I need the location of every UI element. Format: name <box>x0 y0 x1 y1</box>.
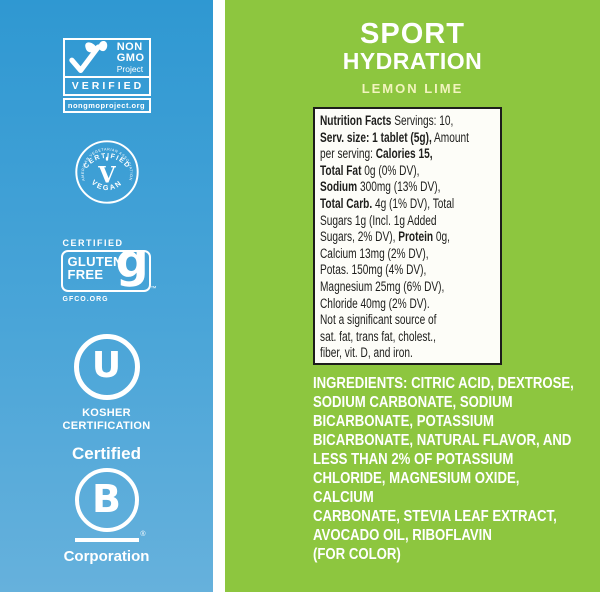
bcorp-certified-label: Certified <box>72 444 141 463</box>
nutrition-line: Calcium 13mg (2% DV), <box>320 246 500 263</box>
nutrition-segment: Total Carb. <box>320 195 373 211</box>
kosher-line1: KOSHER <box>82 407 131 419</box>
vegan-v-letter: V <box>97 163 116 189</box>
nutrition-segment: per serving: <box>320 146 376 162</box>
ingredient-line: BICARBONATE, NATURAL FLAVOR, AND <box>313 432 572 449</box>
nutrition-facts-text: Nutrition Facts Servings: 10, Serv. size:… <box>320 113 500 362</box>
nutrition-segment: Calories 15, <box>375 146 433 162</box>
non-gmo-box: NON GMO Project VERIFIED <box>62 38 151 96</box>
gluten-free-org-label: GFCO.ORG <box>62 296 109 303</box>
nutrition-line: per serving: Calories 15, <box>320 146 500 163</box>
nutrition-facts-box: Nutrition Facts Servings: 10, Serv. size:… <box>313 107 502 365</box>
ingredient-line: INGREDIENTS: CITRIC ACID, DEXTROSE, <box>313 375 574 392</box>
nutrition-segment: 300mg (13% DV), <box>357 179 441 195</box>
certified-vegan-seal-icon: CERTIFIED AMERICAN VEGETARIAN ASSOCIATIO… <box>74 140 139 204</box>
non-gmo-line2: GMO <box>116 52 145 64</box>
ingredient-line: AVOCADO OIL, RIBOFLAVIN <box>313 527 492 544</box>
non-gmo-line1: NON <box>116 41 143 53</box>
bcorp-registered-mark: ® <box>140 531 146 538</box>
nutrition-segment: Chloride 40mg (2% DV). <box>320 295 430 311</box>
non-gmo-url: nongmoproject.org <box>62 98 151 113</box>
kosher-u-circle-icon: U <box>73 334 140 400</box>
gluten-free-word2: FREE <box>67 267 104 282</box>
gluten-free-g-icon: g <box>115 234 149 288</box>
nutrition-segment: Nutrition Facts <box>320 113 395 128</box>
nutrition-segment: Magnesium 25mg (6% DV), <box>320 278 445 294</box>
ingredient-line: LESS THAN 2% OF POTASSIUM <box>313 451 514 468</box>
ingredient-line: CHLORIDE, MAGNESIUM OXIDE, CALCIUM <box>313 470 520 506</box>
nutrition-segment: fiber, vit. D, and iron. <box>320 345 413 361</box>
non-gmo-verified-badge: NON GMO Project VERIFIED nongmoproject.o… <box>0 38 213 113</box>
ingredient-line: BICARBONATE, POTASSIUM <box>313 413 495 430</box>
nutrition-segment: Potas. 150mg (4% DV), <box>320 262 427 278</box>
non-gmo-line3: Project <box>116 64 144 74</box>
non-gmo-verified-label: VERIFIED <box>64 76 149 94</box>
nutrition-segment: Calcium 13mg (2% DV), <box>320 245 429 261</box>
nutrition-segment: Protein <box>398 229 434 245</box>
nutrition-segment: Serv. size: 1 tablet (5g), <box>320 129 432 145</box>
nutrition-line: Nutrition Facts Servings: 10, <box>320 113 500 130</box>
nutrition-line: Potas. 150mg (4% DV), <box>320 262 500 279</box>
nutrition-line: Sodium 300mg (13% DV), <box>320 179 500 196</box>
certified-b-corporation-badge: Certified B ® Corporation <box>0 444 213 565</box>
nutrition-line: Sugars 1g (Incl. 1g Added <box>320 213 500 230</box>
nutrition-segment: Sugars, 2% DV), <box>320 229 399 245</box>
certified-vegan-badge: CERTIFIED AMERICAN VEGETARIAN ASSOCIATIO… <box>0 139 213 205</box>
bcorp-underline-bar: ® <box>74 531 146 542</box>
nutrition-line: Total Carb. 4g (1% DV), Total <box>320 196 500 213</box>
gluten-free-tm-mark: ™ <box>150 286 157 292</box>
ingredients-text: INGREDIENTS: CITRIC ACID, DEXTROSE, SODIU… <box>313 374 577 564</box>
ingredient-line: (FOR COLOR) <box>313 546 401 563</box>
nutrition-segment: sat. fat, trans fat, cholest., <box>320 328 436 344</box>
vegan-leaf-icon <box>105 156 108 161</box>
nutrition-segment: Amount <box>431 129 469 145</box>
product-info-panel: SPORT HYDRATION LEMON LIME Nutrition Fac… <box>225 0 600 592</box>
kosher-line2: CERTIFICATION <box>62 419 151 432</box>
gluten-free-word1: GLUTEN <box>67 254 123 269</box>
bcorp-b-letter: B <box>92 477 121 521</box>
gluten-free-certified-label: CERTIFIED <box>62 238 124 248</box>
gluten-free-box: GLUTEN FREE g ™ <box>60 238 157 292</box>
product-title-line2: HYDRATION <box>342 47 483 74</box>
bcorp-corporation-label: Corporation <box>63 548 150 565</box>
nutrition-segment: 0g (0% DV), <box>361 162 420 178</box>
nutrition-line: Total Fat 0g (0% DV), <box>320 163 500 180</box>
certifications-panel: NON GMO Project VERIFIED nongmoproject.o… <box>0 0 213 592</box>
nutrition-segment: Total Fat <box>320 162 362 178</box>
bcorp-b-circle-icon: B <box>74 468 139 532</box>
nutrition-segment: 4g (1% DV), Total <box>372 195 455 211</box>
nutrition-segment: Not a significant source of <box>320 312 437 328</box>
nutrition-line: sat. fat, trans fat, cholest., <box>320 329 500 346</box>
nutrition-line: Serv. size: 1 tablet (5g), Amount <box>320 130 500 147</box>
nutrition-segment: Servings: 10, <box>394 113 454 128</box>
kosher-certification-badge: U KOSHER CERTIFICATION <box>0 334 213 432</box>
nutrition-line: fiber, vit. D, and iron. <box>320 345 500 362</box>
kosher-u-letter: U <box>91 344 122 386</box>
nutrition-segment: Sodium <box>320 179 358 195</box>
nutrition-line: Chloride 40mg (2% DV). <box>320 296 500 313</box>
ingredients-section: INGREDIENTS: CITRIC ACID, DEXTROSE, SODIU… <box>313 374 593 564</box>
non-gmo-butterfly-icon <box>68 41 107 74</box>
nutrition-segment: Sugars 1g (Incl. 1g Added <box>320 212 437 228</box>
nutrition-line: Not a significant source of <box>320 312 500 329</box>
ingredient-line: SODIUM CARBONATE, SODIUM <box>313 394 513 411</box>
product-title-line1: SPORT <box>360 18 465 50</box>
certified-gluten-free-badge: CERTIFIED GLUTEN FREE g ™ GFCO.ORG <box>0 238 213 303</box>
nutrition-line: Magnesium 25mg (6% DV), <box>320 279 500 296</box>
nutrition-segment: 0g, <box>433 229 451 245</box>
product-heading: SPORT HYDRATION LEMON LIME <box>225 18 600 97</box>
ingredient-line: CARBONATE, STEVIA LEAF EXTRACT, <box>313 508 557 525</box>
flavor-name: LEMON LIME <box>361 81 464 97</box>
nutrition-line: Sugars, 2% DV), Protein 0g, <box>320 229 500 246</box>
